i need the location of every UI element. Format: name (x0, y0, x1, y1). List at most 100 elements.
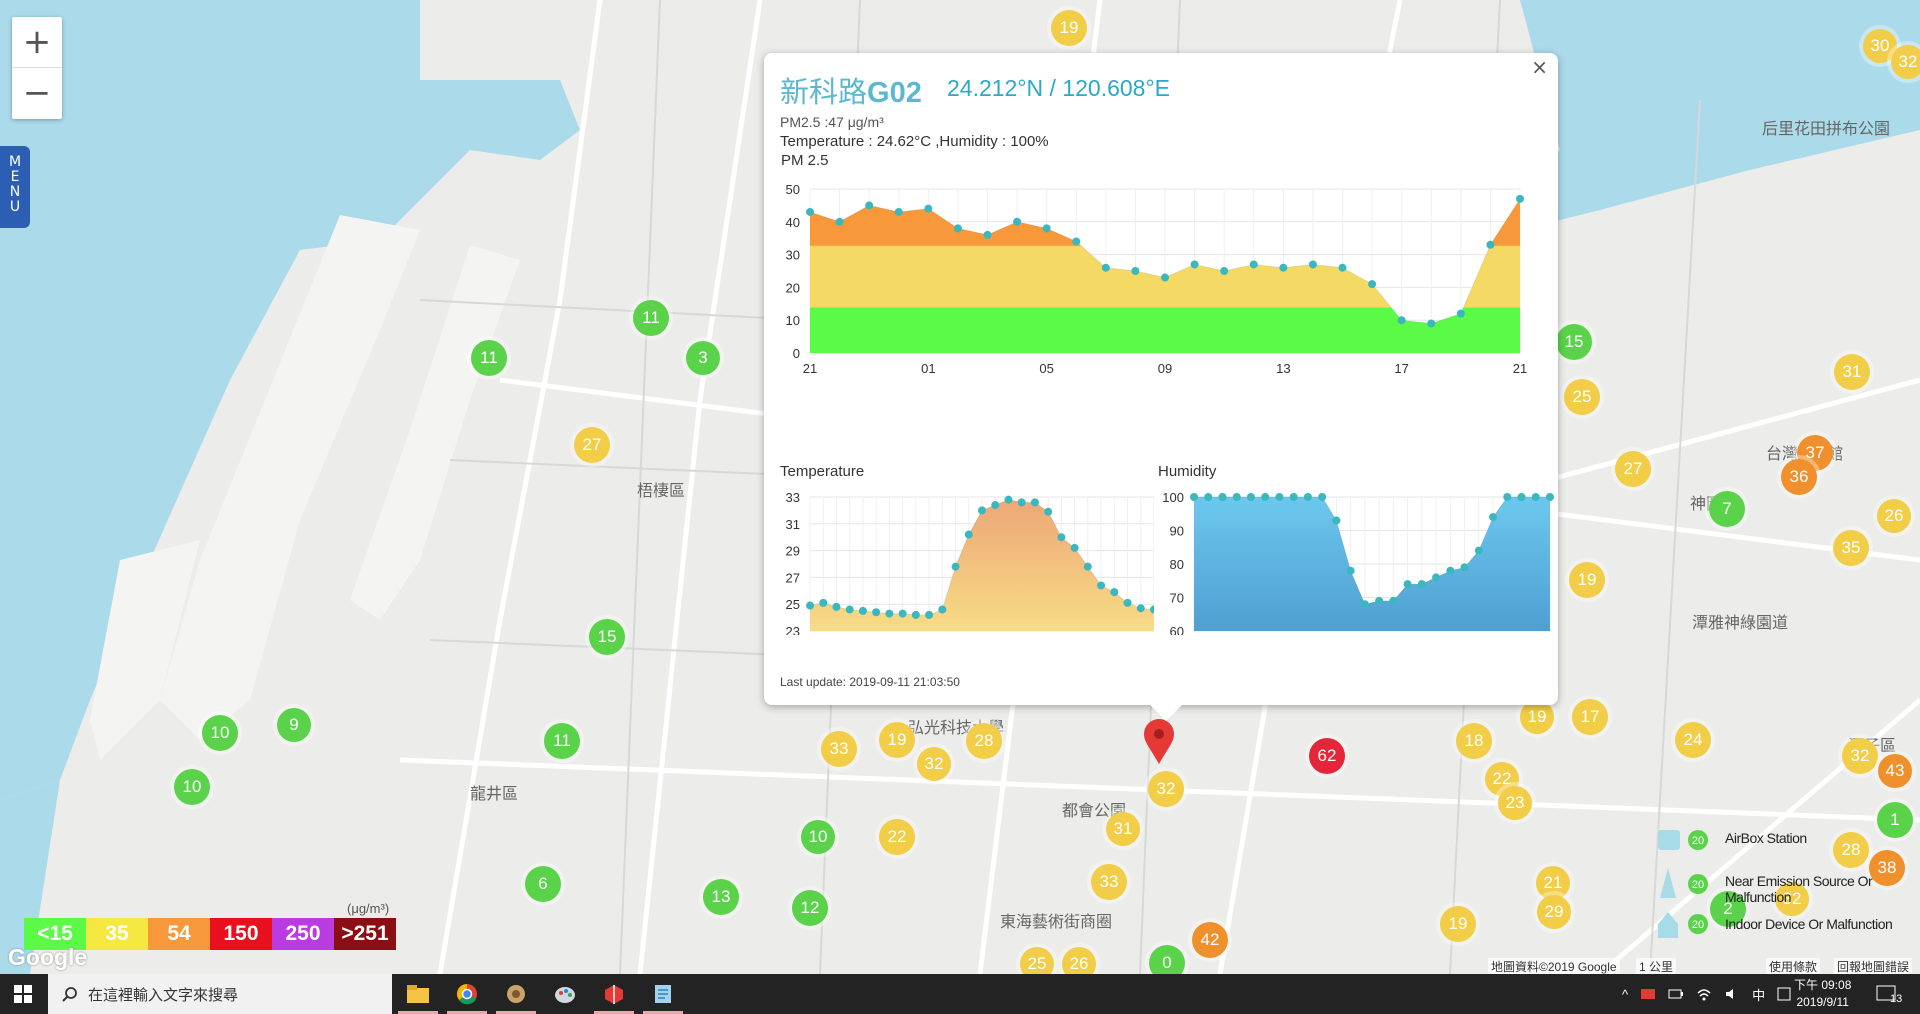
map-key-airbox: AirBox Station (1725, 830, 1807, 846)
badge-icon (1688, 914, 1708, 934)
station-marker[interactable]: 13 (703, 879, 739, 915)
station-marker[interactable]: 10 (202, 715, 238, 751)
ime-indicator[interactable]: 中 (1752, 987, 1766, 1003)
station-marker[interactable]: 36 (1781, 459, 1817, 495)
station-marker[interactable]: 17 (1572, 699, 1608, 735)
wifi-icon[interactable] (1696, 987, 1712, 1001)
station-marker[interactable]: 19 (879, 722, 915, 758)
station-marker[interactable]: 18 (1456, 723, 1492, 759)
zoom-in-button[interactable]: + (12, 17, 62, 68)
y-tick-label: 0 (793, 346, 800, 361)
data-point (938, 605, 947, 614)
station-marker[interactable]: 2 (1710, 891, 1746, 927)
data-point (1360, 600, 1369, 609)
badge-value: 20 (1692, 879, 1704, 891)
station-marker[interactable]: 19 (1440, 906, 1476, 942)
close-icon[interactable]: × (1531, 55, 1548, 79)
station-marker[interactable]: 31 (1834, 354, 1870, 390)
station-marker[interactable]: 32 (1775, 882, 1809, 916)
data-point (1004, 495, 1013, 504)
station-marker[interactable]: 26 (1877, 499, 1911, 533)
station-marker[interactable]: 0 (1149, 945, 1185, 974)
station-marker[interactable]: 19 (1520, 700, 1554, 734)
station-marker[interactable]: 35 (1833, 530, 1869, 566)
data-point (1486, 240, 1495, 249)
taskbar-search[interactable]: 在這裡輸入文字來搜尋 (48, 974, 392, 1014)
chrome-icon[interactable] (443, 974, 491, 1014)
station-marker[interactable]: 1 (1877, 802, 1913, 838)
clock[interactable]: 下午 09:08 2019/9/11 (1794, 974, 1851, 1014)
station-marker[interactable]: 32 (1148, 771, 1184, 807)
station-marker[interactable]: 43 (1878, 754, 1912, 788)
station-marker[interactable]: 11 (544, 723, 580, 759)
station-marker[interactable]: 3 (686, 341, 720, 375)
station-marker[interactable]: 21 (1536, 866, 1570, 900)
chevron-up-icon[interactable]: ^ (1622, 986, 1629, 1002)
terms-link[interactable]: 使用條款 (1766, 958, 1821, 974)
station-marker[interactable]: 11 (633, 300, 669, 336)
badge-value: 20 (1692, 919, 1704, 931)
station-marker[interactable]: 27 (1615, 451, 1651, 487)
station-id: G02 (867, 77, 922, 109)
data-point (1516, 194, 1524, 203)
station-marker[interactable]: 11 (471, 340, 507, 376)
x-tick-label: 05 (1039, 361, 1053, 376)
station-marker[interactable]: 27 (574, 427, 610, 463)
place-label: 東海藝術街商圈 (1000, 914, 1113, 931)
station-marker[interactable]: 25 (1020, 947, 1054, 974)
station-marker[interactable]: 62 (1309, 738, 1345, 774)
station-marker[interactable]: 32 (1891, 45, 1920, 79)
station-marker[interactable]: 6 (525, 866, 561, 902)
paint-icon[interactable] (541, 974, 589, 1014)
station-marker[interactable]: 12 (792, 890, 828, 926)
ime-mode-icon[interactable] (1777, 987, 1791, 1001)
station-marker[interactable]: 28 (966, 723, 1002, 759)
data-point (1083, 562, 1092, 571)
report-error-link[interactable]: 回報地圖錯誤 (1834, 958, 1913, 974)
station-marker[interactable]: 15 (589, 619, 625, 655)
station-marker[interactable]: 26 (1062, 947, 1096, 974)
file-explorer-icon[interactable] (394, 974, 442, 1014)
station-marker[interactable]: 19 (1569, 562, 1605, 598)
battery-icon[interactable] (1668, 987, 1684, 1001)
station-marker[interactable]: 42 (1192, 922, 1228, 958)
app-icon[interactable] (492, 974, 540, 1014)
data-point (1346, 566, 1355, 575)
station-marker[interactable]: 24 (1675, 722, 1711, 758)
location-pin-icon[interactable] (1142, 718, 1176, 766)
station-marker[interactable]: 32 (1842, 738, 1878, 774)
station-marker[interactable]: 25 (1564, 379, 1600, 415)
y-tick-label: 70 (1170, 591, 1184, 606)
river (1470, 0, 1920, 230)
station-marker[interactable]: 19 (1051, 10, 1087, 46)
station-marker[interactable]: 31 (1106, 812, 1140, 846)
station-marker[interactable]: 22 (879, 819, 915, 855)
data-point (1150, 605, 1154, 614)
sketchup-icon[interactable] (590, 974, 638, 1014)
station-marker[interactable]: 28 (1833, 832, 1869, 868)
station-marker[interactable]: 10 (174, 769, 210, 805)
station-marker[interactable]: 7 (1709, 491, 1745, 527)
station-marker[interactable]: 38 (1869, 850, 1905, 886)
series-area (810, 499, 1154, 631)
data-point (1289, 493, 1298, 501)
notification-center[interactable]: 13 (1876, 974, 1902, 1014)
start-button[interactable] (0, 974, 46, 1014)
station-marker[interactable]: 32 (917, 747, 951, 781)
notepad-icon[interactable] (639, 974, 687, 1014)
station-marker[interactable]: 33 (821, 731, 857, 767)
station-marker[interactable]: 29 (1537, 895, 1571, 929)
map[interactable]: 梧棲區 龍井區 都會公園 東海藝術街商圈 神岡區 潭雅神綠園道 后里花田拼布公園… (0, 0, 1920, 974)
volume-icon[interactable] (1724, 987, 1740, 1001)
station-marker[interactable]: 10 (801, 820, 835, 854)
humidity-chart-heading: Humidity (1158, 463, 1217, 480)
data-point (953, 224, 962, 233)
zoom-out-button[interactable]: − (22, 73, 52, 113)
station-marker[interactable]: 23 (1498, 786, 1532, 820)
menu-tab[interactable]: M E N U (0, 146, 30, 228)
map-key-indoor: Indoor Device Or Malfunction (1725, 916, 1893, 932)
security-icon[interactable] (1640, 987, 1656, 1001)
station-marker[interactable]: 9 (277, 708, 311, 742)
station-marker[interactable]: 33 (1091, 864, 1127, 900)
station-marker[interactable]: 15 (1556, 324, 1592, 360)
